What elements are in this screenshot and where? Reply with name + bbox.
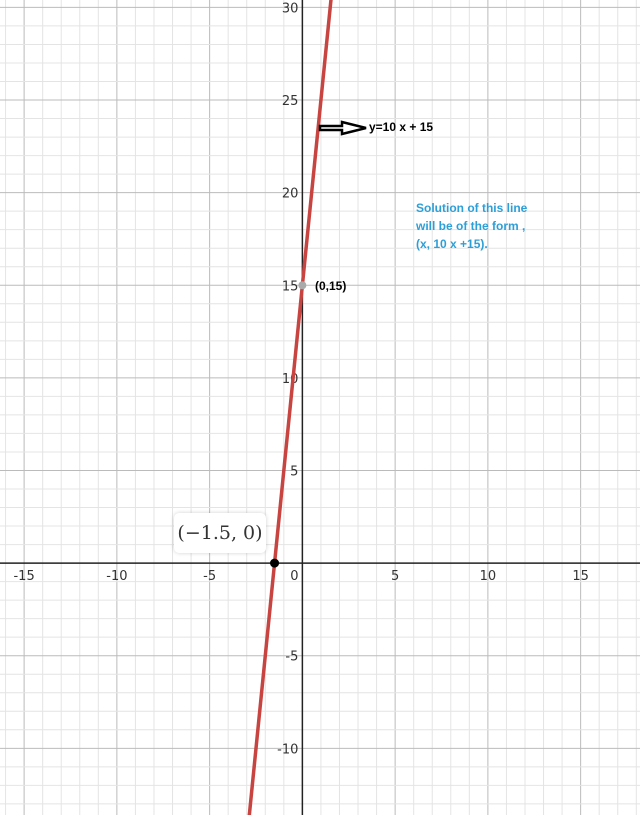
y-tick-label: 5 [290,464,298,479]
y-tick-label: 10 [282,372,299,387]
x-tick-label: -5 [203,569,216,584]
data-point [270,558,280,568]
y-tick-label: -5 [285,650,298,665]
y-tick-label: 15 [282,279,299,294]
tick-labels: -15 -10 -5 0 5 10 15 -10 -5 5 10 15 20 25 30 [13,1,588,757]
y-tick-label: 20 [282,187,299,202]
points [270,281,307,568]
y-tick-label: 30 [282,1,299,16]
y-tick-label: 25 [282,94,299,109]
point-label-intercept: (0,15) [315,279,346,293]
series [247,0,333,815]
note-line-3: (x, 10 x +15). [416,237,488,251]
y-tick-label: -10 [277,742,298,757]
x-tick-label: 0 [290,569,298,584]
equation-label: y=10 x + 15 [369,120,433,134]
note-line-1: Solution of this line [416,201,528,215]
x-tick-label: -10 [106,569,127,584]
x-tick-label: 10 [480,569,497,584]
data-point [298,281,307,290]
note-line-2: will be of the form , [415,219,525,233]
x-tick-label: 15 [572,569,589,584]
point-label-root: (−1.5, 0) [174,513,266,553]
equation-arrow [318,120,367,136]
x-tick-label: 5 [391,569,399,584]
series-line [247,0,333,815]
x-tick-label: -15 [13,569,34,584]
